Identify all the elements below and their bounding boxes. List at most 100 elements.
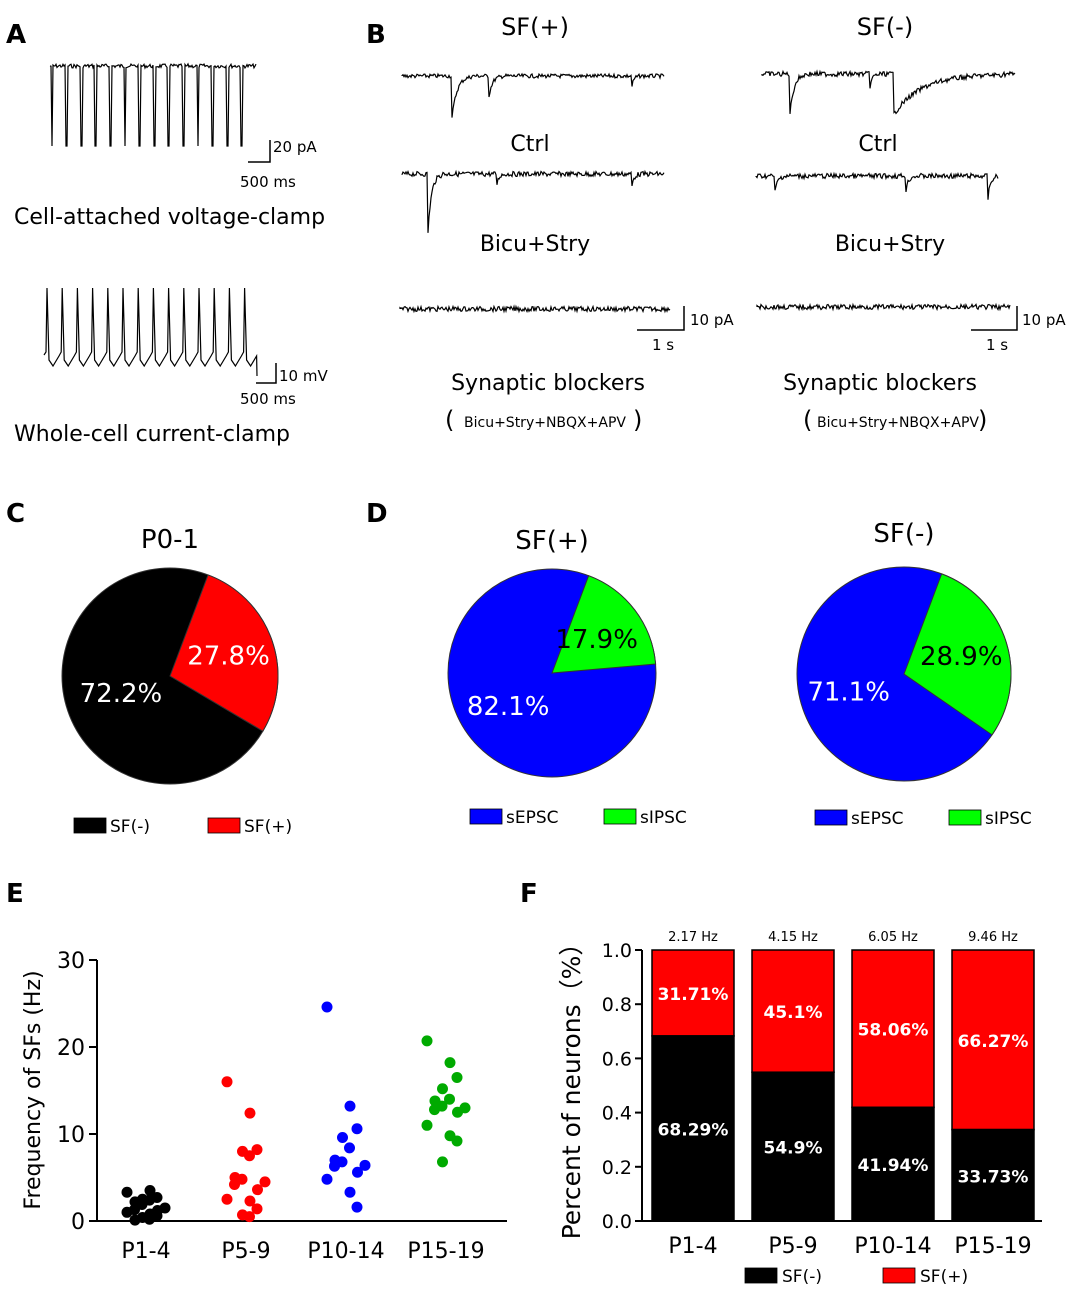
pie-slice-SF(+) — [169, 574, 279, 732]
bar-label-sf-plus: 45.1% — [764, 1003, 823, 1023]
y-axis-title: Frequency of SFs (Hz) — [21, 970, 46, 1209]
x-tick-label: P5-9 — [221, 1239, 270, 1264]
bar-label-sf-minus: 33.73% — [958, 1167, 1029, 1187]
b-paren-close-2: ) — [978, 406, 987, 434]
data-point-P1-4 — [129, 1214, 141, 1226]
b-ctrl-label-2: Ctrl — [858, 132, 897, 157]
bar-segment-sf-minus — [851, 1106, 935, 1222]
data-point-P10-14 — [359, 1159, 371, 1171]
panel-label-f: F — [520, 879, 538, 909]
pie-chart-1: SF(+) 82.1% 17.9% sEPSC sIPSC — [447, 526, 687, 828]
pie-chart-2: SF(-) 71.1% 28.9% sEPSC sIPSC — [796, 519, 1032, 829]
data-point-P1-4 — [144, 1185, 156, 1197]
bar-segment-sf-plus — [951, 949, 1035, 1131]
data-point-P5-9 — [244, 1211, 255, 1223]
data-point-P15-19 — [437, 1083, 448, 1095]
y-tick-label: 1.0 — [602, 940, 632, 962]
data-point-P10-14 — [321, 1173, 333, 1185]
data-point-P5-9 — [259, 1176, 271, 1188]
panel-label-d: D — [366, 499, 388, 529]
scale-bar-b-1 — [637, 306, 685, 331]
data-point-P15-19 — [444, 1093, 455, 1105]
data-point-P10-14 — [352, 1166, 363, 1178]
sf-plus-ctrl-trace-1 — [401, 72, 665, 118]
data-point-P5-9 — [221, 1193, 233, 1205]
b-ctrl-label-1: Ctrl — [510, 132, 549, 157]
pie-value-label: 27.8% — [187, 641, 270, 671]
b-paren-open-1: ( — [445, 406, 454, 434]
data-point-P15-19 — [437, 1156, 448, 1168]
y-tick-label: 0.8 — [602, 994, 632, 1016]
whole-cell-trace — [43, 287, 258, 377]
pie-title: P0-1 — [141, 525, 199, 555]
x-tick-label: P15-19 — [407, 1239, 484, 1264]
sf-plus-bicu-trace — [401, 169, 665, 233]
pie-chart-0: P0-1 72.2% 27.8% SF(-) SF(+) — [61, 525, 292, 837]
b-paren-open-2: ( — [803, 406, 812, 434]
b-blockers-detail-1: Bicu+Stry+NBQX+APV — [464, 415, 626, 431]
data-point-P5-9 — [244, 1107, 256, 1119]
b-bicu-label-1: Bicu+Stry — [480, 232, 590, 257]
scale-x-b-2: 1 s — [986, 336, 1008, 354]
scale-bar-b-2 — [971, 306, 1018, 331]
data-point-P15-19 — [451, 1071, 463, 1083]
panel-e-scatter: 0 10 20 30 P1-4 P5-9 P10-14 P15-19 Frequency of … — [21, 949, 507, 1264]
panel-label-c: C — [6, 499, 25, 529]
b-blockers-label-2: Synaptic blockers — [783, 371, 977, 396]
pie-title: SF(-) — [873, 519, 934, 549]
data-point-P10-14 — [344, 1100, 356, 1112]
y-tick-label: 0.2 — [602, 1157, 632, 1179]
x-tick-label: P15-19 — [954, 1234, 1031, 1259]
data-point-P15-19 — [452, 1106, 463, 1118]
legend-label: SF(-) — [782, 1267, 822, 1287]
legend-swatch — [73, 817, 107, 834]
data-point-P10-14 — [351, 1201, 363, 1213]
legend-swatch — [948, 809, 982, 826]
data-point-P1-4 — [121, 1186, 133, 1198]
data-point-P10-14 — [321, 1001, 333, 1013]
scale-y-a-top: 20 pA — [273, 138, 317, 156]
x-tick-label: P1-4 — [121, 1239, 170, 1264]
bar-segment-sf-minus — [751, 1071, 835, 1222]
data-point-P5-9 — [252, 1184, 263, 1196]
legend-swatch — [603, 808, 637, 825]
data-point-P10-14 — [344, 1186, 356, 1198]
data-point-P15-19 — [451, 1135, 463, 1147]
cell-attached-trace — [49, 62, 257, 147]
bar-segment-sf-plus — [851, 949, 935, 1109]
bar-top-frequency: 6.05 Hz — [868, 930, 918, 945]
bar-segment-sf-minus — [651, 1035, 735, 1222]
scale-y-b-2: 10 pA — [1022, 311, 1066, 329]
bar-label-sf-plus: 58.06% — [858, 1021, 929, 1041]
data-point-P10-14 — [351, 1123, 363, 1135]
legend-label: sEPSC — [851, 809, 904, 829]
scale-bar-a-bottom — [256, 363, 277, 384]
panel-f-stacked-bar: 0.0 0.2 0.4 0.6 0.8 1.0 Percent of neurons（%） 3… — [557, 930, 1042, 1287]
b-title-sf-plus: SF(+) — [501, 13, 569, 41]
legend-swatch — [207, 817, 241, 834]
x-tick-label: P1-4 — [668, 1234, 717, 1259]
scale-x-a-top: 500 ms — [240, 173, 296, 191]
bar-label-sf-minus: 41.94% — [858, 1156, 929, 1176]
data-point-P5-9 — [221, 1076, 233, 1088]
legend-label: sIPSC — [985, 809, 1032, 829]
panel-b: SF(+) Ctrl Bicu+Stry 10 pA 1 s Synaptic … — [399, 13, 1066, 434]
panel-label-e: E — [6, 879, 24, 909]
scale-bar-a-top — [248, 140, 271, 163]
sf-minus-ctrl-trace-1 — [761, 69, 1016, 115]
x-tick-label: P10-14 — [854, 1234, 931, 1259]
sf-minus-bicu-trace — [755, 171, 999, 200]
data-point-P5-9 — [251, 1144, 263, 1156]
legend-swatch — [882, 1267, 916, 1284]
bar-top-frequency: 4.15 Hz — [768, 930, 818, 945]
pie-value-label: 71.1% — [807, 677, 890, 707]
caption-cell-attached: Cell-attached voltage-clamp — [14, 205, 325, 230]
data-point-P1-4 — [144, 1213, 155, 1225]
data-point-P10-14 — [344, 1142, 355, 1154]
y-axis-title: Percent of neurons（%） — [557, 931, 586, 1240]
pie-value-label: 28.9% — [920, 642, 1003, 672]
panel-a: 20 pA 500 ms Cell-attached voltage-clamp… — [14, 62, 328, 447]
y-tick-label: 20 — [57, 1036, 85, 1061]
b-title-sf-minus: SF(-) — [857, 13, 913, 41]
